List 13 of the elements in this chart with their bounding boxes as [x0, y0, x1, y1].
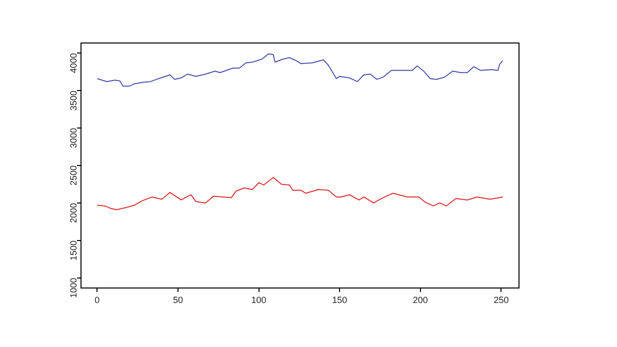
x-tick-label: 50: [172, 294, 183, 305]
y-tick-label: 2000: [68, 202, 78, 223]
x-tick-label: 200: [412, 294, 428, 305]
y-tick-label: 4000: [68, 53, 78, 74]
y-tick-label: 1000: [68, 278, 78, 298]
x-tick-label: 150: [332, 294, 348, 305]
x-tick-label: 0: [94, 294, 100, 305]
y-tick-label: 3500: [68, 90, 78, 111]
x-tick-label: 100: [251, 294, 266, 305]
x-tick-label: 250: [494, 294, 509, 305]
y-tick-label: 3000: [68, 128, 78, 148]
y-tick-label: 2500: [68, 166, 78, 186]
y-tick-label: 1500: [68, 240, 78, 260]
